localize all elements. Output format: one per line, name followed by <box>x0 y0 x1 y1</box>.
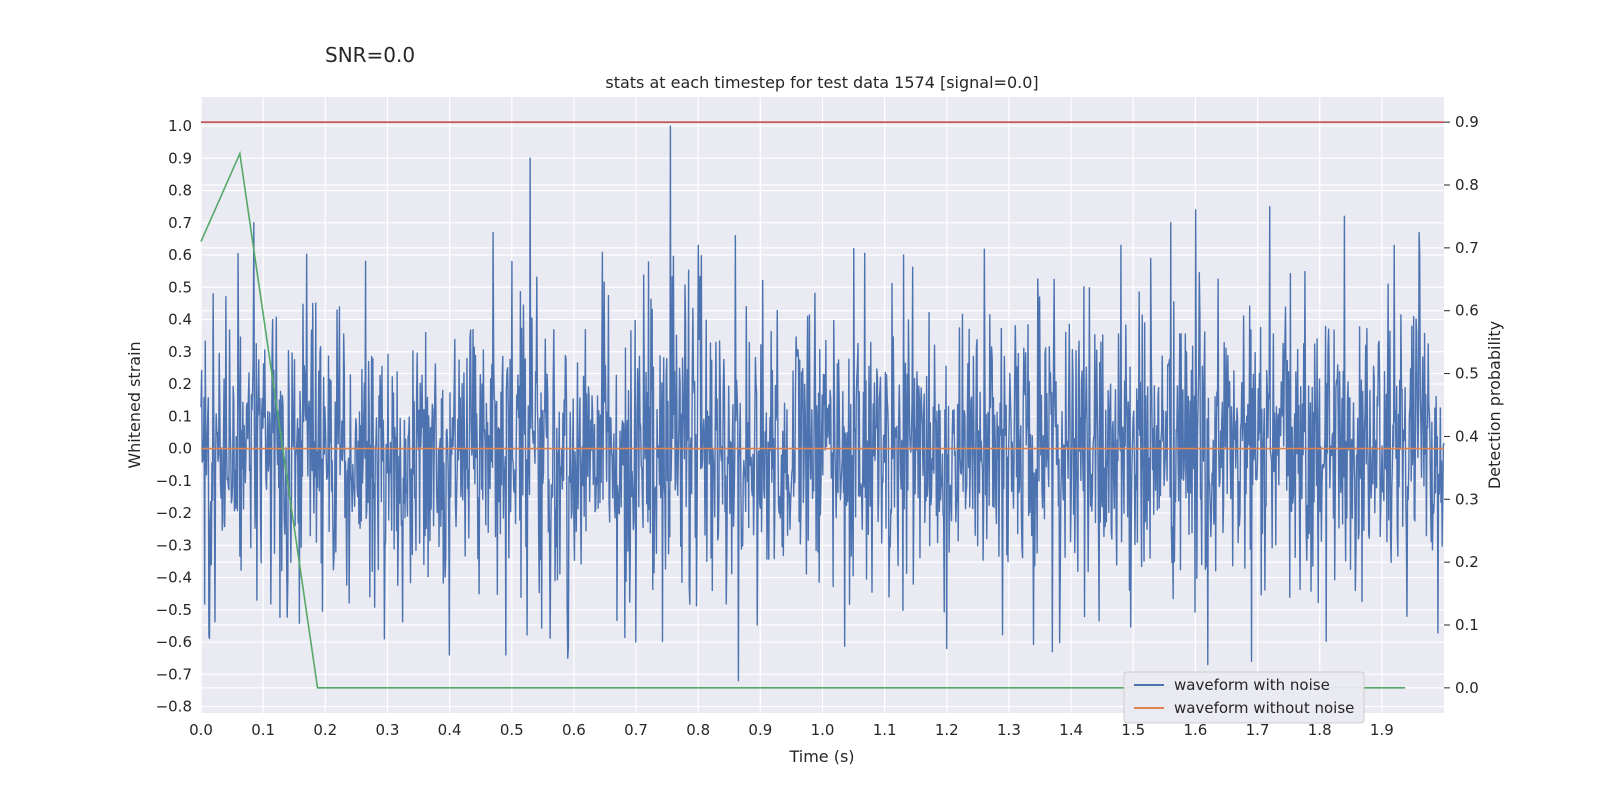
y-left-tick-label: −0.7 <box>156 665 192 683</box>
x-tick-label: 1.0 <box>811 721 835 739</box>
y-left-tick-label: −0.4 <box>156 569 192 587</box>
x-tick-label: 1.8 <box>1308 721 1332 739</box>
legend-label-clean: waveform without noise <box>1174 699 1354 717</box>
y-left-tick-label: 0.7 <box>168 214 192 232</box>
y-left-tick-label: 0.1 <box>168 407 192 425</box>
tick-labels: 0.0 0.1 0.2 0.3 0.4 0.5 0.6 0.7 0.8 0.9 1.0 1.1 1.2 1… <box>156 113 1479 739</box>
y-right-tick-label: 0.0 <box>1455 679 1479 697</box>
x-tick-label: 0.8 <box>686 721 710 739</box>
y-left-tick-label: −0.3 <box>156 536 192 554</box>
y-left-tick-label: −0.2 <box>156 504 192 522</box>
y-left-tick-label: 0.3 <box>168 343 192 361</box>
legend-box <box>1123 671 1365 724</box>
y-left-tick-label: 0.6 <box>168 246 192 264</box>
x-axis-label: Time (s) <box>788 747 854 766</box>
x-tick-label: 0.3 <box>376 721 400 739</box>
series-line-2 <box>200 150 1406 689</box>
y-left-tick-label: −0.1 <box>156 472 192 490</box>
x-tick-label: 0.5 <box>500 721 524 739</box>
y-axis-right-label: Detection probability <box>1485 321 1504 489</box>
y-left-tick-label: 0.8 <box>168 182 192 200</box>
x-tick-label: 1.3 <box>997 721 1021 739</box>
y-left-tick-label: 0.0 <box>168 440 192 458</box>
y-right-tick-label: 0.7 <box>1455 239 1479 257</box>
x-tick-label: 0.2 <box>313 721 337 739</box>
series-line-waveform-with-noise <box>200 125 1445 682</box>
y-left-tick-label: −0.6 <box>156 633 192 651</box>
x-tick-label: 1.6 <box>1183 721 1207 739</box>
y-right-tick-label: 0.5 <box>1455 365 1479 383</box>
x-tick-label: 1.5 <box>1121 721 1145 739</box>
y-axis-left-label: Whitened strain <box>125 341 144 468</box>
x-tick-label: 0.4 <box>438 721 462 739</box>
x-tick-label: 0.1 <box>251 721 275 739</box>
y-left-tick-label: 0.4 <box>168 311 192 329</box>
y-left-tick-label: 0.5 <box>168 278 192 296</box>
x-tick-label: 1.7 <box>1246 721 1270 739</box>
y-right-tick-label: 0.1 <box>1455 616 1479 634</box>
chart-suptitle: SNR=0.0 <box>325 43 415 67</box>
chart-title: stats at each timestep for test data 157… <box>605 73 1038 92</box>
x-tick-label: 1.9 <box>1370 721 1394 739</box>
legend-label-noise: waveform with noise <box>1174 676 1330 694</box>
series-layer <box>200 121 1445 689</box>
x-tick-label: 1.2 <box>935 721 959 739</box>
legend: waveform with noise waveform without noi… <box>1123 671 1365 724</box>
y-left-tick-label: 0.2 <box>168 375 192 393</box>
x-tick-label: 1.1 <box>873 721 897 739</box>
y-right-tick-label: 0.4 <box>1455 427 1479 445</box>
x-tick-label: 0.7 <box>624 721 648 739</box>
y-right-tick-label: 0.3 <box>1455 490 1479 508</box>
y-left-tick-label: −0.5 <box>156 601 192 619</box>
y-right-tick-label: 0.9 <box>1455 113 1479 131</box>
y-left-tick-label: −0.8 <box>156 698 192 716</box>
x-tick-label: 0.6 <box>562 721 586 739</box>
x-tick-label: 0.0 <box>189 721 213 739</box>
y-right-tick-label: 0.2 <box>1455 553 1479 571</box>
y-right-tick-label: 0.8 <box>1455 176 1479 194</box>
x-tick-label: 0.9 <box>748 721 772 739</box>
y-left-tick-label: 0.9 <box>168 149 192 167</box>
x-tick-label: 1.4 <box>1059 721 1083 739</box>
y-right-tick-label: 0.6 <box>1455 302 1479 320</box>
y-left-tick-label: 1.0 <box>168 117 192 135</box>
